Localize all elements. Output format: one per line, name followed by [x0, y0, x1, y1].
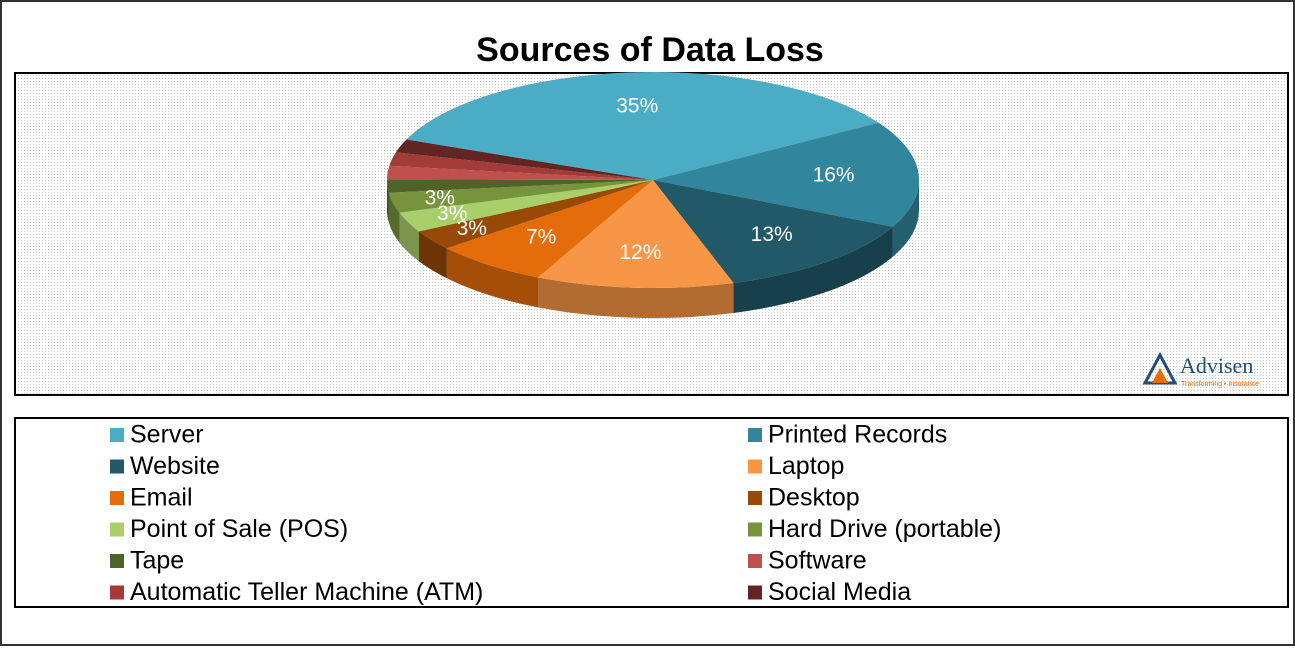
- legend-label: Social Media: [768, 578, 911, 606]
- data-label: 7%: [526, 225, 556, 248]
- slice-side: [733, 226, 893, 313]
- legend-swatch: [110, 554, 124, 568]
- slice-side: [419, 231, 447, 279]
- legend-label: Software: [768, 547, 867, 575]
- logo-name: Advisen: [1180, 353, 1253, 378]
- slice: [388, 180, 653, 213]
- logo: Advisen Transforming • Insurance: [1142, 351, 1259, 388]
- slice: [386, 179, 653, 193]
- data-label: 12%: [619, 241, 661, 264]
- slice-side: [892, 180, 920, 257]
- legend-swatch: [748, 491, 762, 505]
- data-label: 3%: [457, 217, 487, 240]
- data-label: 13%: [751, 223, 793, 246]
- data-label: 16%: [813, 163, 855, 186]
- legend-label: Laptop: [768, 452, 844, 480]
- legend-box: [14, 417, 1289, 608]
- legend-swatch: [748, 585, 762, 600]
- slice: [387, 165, 653, 180]
- legend-label: Point of Sale (POS): [130, 515, 348, 543]
- legend-swatch: [110, 491, 124, 505]
- data-label: 3%: [437, 202, 467, 225]
- slice-side: [387, 180, 389, 223]
- legend-label: Automatic Teller Machine (ATM): [130, 578, 483, 606]
- slice: [446, 180, 653, 278]
- slice: [406, 71, 879, 180]
- data-label: 35%: [616, 94, 658, 117]
- legend-swatch: [748, 428, 762, 442]
- slice: [395, 139, 653, 180]
- legend-swatch: [748, 554, 762, 568]
- slice: [399, 180, 653, 232]
- legend-label: Email: [130, 484, 193, 512]
- legend-label: Website: [130, 452, 220, 480]
- legend-label: Printed Records: [768, 421, 947, 449]
- legend-swatch: [110, 585, 124, 600]
- legend-label: Desktop: [768, 484, 860, 512]
- slice: [653, 122, 919, 227]
- logo-icon-inner: [1152, 368, 1168, 383]
- slice: [653, 180, 893, 283]
- data-label: 3%: [425, 186, 455, 209]
- slice-side: [388, 192, 400, 243]
- logo-tagline: Transforming • Insurance: [1181, 381, 1259, 388]
- legend-label: Hard Drive (portable): [768, 515, 1001, 543]
- legend-swatch: [110, 522, 124, 537]
- slice-side: [538, 277, 734, 318]
- legend-swatch: [110, 428, 124, 442]
- slice-side: [446, 248, 539, 308]
- legend-swatch: [748, 522, 762, 537]
- slice: [419, 180, 653, 249]
- legend-label: Tape: [130, 547, 184, 575]
- chart-title: Sources of Data Loss: [476, 31, 824, 69]
- legend-label: Server: [130, 421, 204, 449]
- slice: [538, 180, 734, 288]
- slice: [389, 152, 653, 180]
- legend-swatch: [110, 459, 124, 474]
- legend-swatch: [748, 459, 762, 474]
- slice-side: [399, 212, 420, 262]
